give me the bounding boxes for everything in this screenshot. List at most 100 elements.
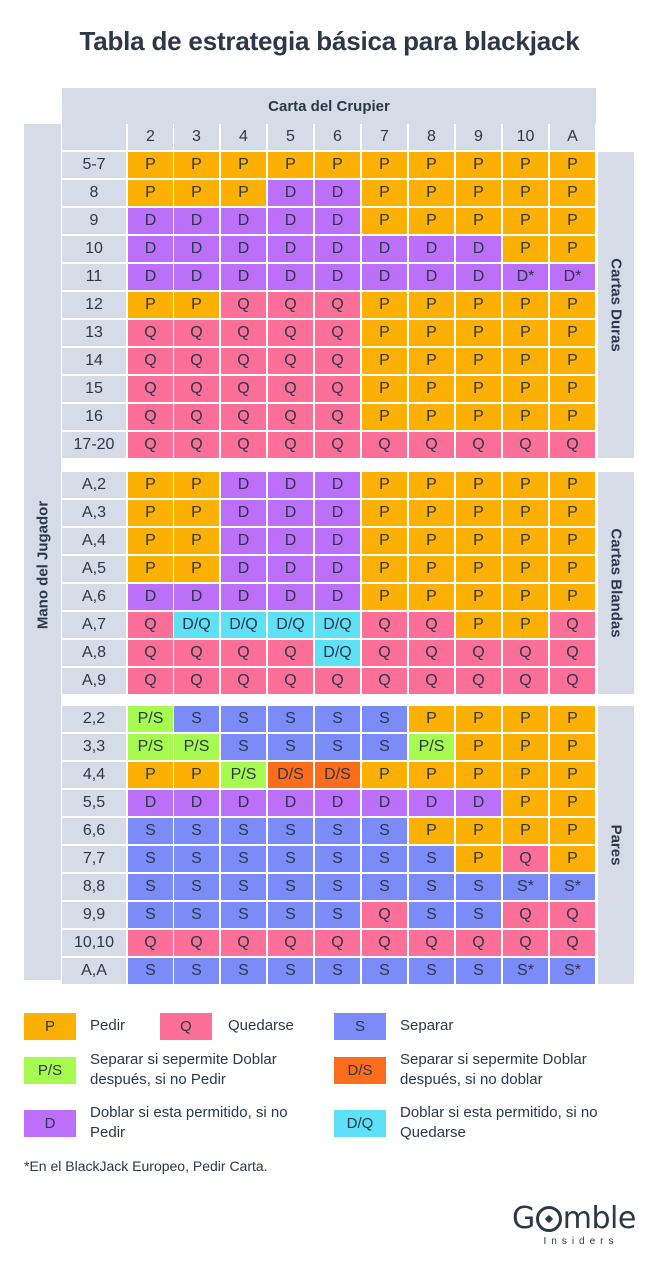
strategy-cell: P [409, 208, 454, 234]
legend-swatch: P [24, 1013, 76, 1040]
strategy-cell: P [409, 528, 454, 554]
player-label: Mano del Jugador [34, 500, 52, 630]
strategy-cell: P [362, 404, 407, 430]
dealer-label: Carta del Crupier [268, 98, 390, 115]
strategy-cell: S [268, 874, 313, 900]
strategy-cell: P [550, 376, 595, 402]
player-hand-label: A,9 [62, 668, 126, 694]
strategy-cell: Q [362, 902, 407, 928]
player-hand-label: 8 [62, 180, 126, 206]
strategy-cell: Q [409, 432, 454, 458]
strategy-cell: S [128, 818, 173, 844]
strategy-cell: P [550, 404, 595, 430]
player-hand-label: A,2 [62, 472, 126, 498]
strategy-cell: P [362, 376, 407, 402]
strategy-cell: P [128, 152, 173, 178]
strategy-cell: P [503, 348, 548, 374]
strategy-cell: Q [174, 668, 219, 694]
legend-label: Separar si sepermite Doblar después, si … [400, 1051, 587, 1088]
strategy-cell: P [362, 584, 407, 610]
strategy-cell: D/Q [174, 612, 219, 638]
strategy-cell: P [128, 292, 173, 318]
strategy-cell: P [503, 500, 548, 526]
strategy-cell: Q [503, 846, 548, 872]
player-hand-label: 5,5 [62, 790, 126, 816]
strategy-cell: S [221, 818, 266, 844]
strategy-cell: S [315, 874, 360, 900]
strategy-cell: P [550, 734, 595, 760]
strategy-cell: D [362, 264, 407, 290]
legend-swatch: P/S [24, 1057, 76, 1084]
strategy-cell: D [174, 208, 219, 234]
strategy-cell: Q [315, 376, 360, 402]
strategy-cell: S [456, 874, 501, 900]
strategy-cell: S [174, 818, 219, 844]
legend-swatch: D/Q [334, 1110, 386, 1137]
strategy-cell: S [128, 902, 173, 928]
strategy-cell: S [409, 846, 454, 872]
strategy-cell: P [128, 528, 173, 554]
strategy-cell: P [503, 236, 548, 262]
strategy-cell: P [174, 556, 219, 582]
strategy-cell: D [456, 236, 501, 262]
strategy-cell: S [128, 874, 173, 900]
strategy-cell: P [362, 180, 407, 206]
strategy-cell: D [221, 528, 266, 554]
strategy-cell: P [362, 556, 407, 582]
strategy-cell: S [128, 958, 173, 984]
legend-label: Separar si sepermite Doblar después, si … [90, 1051, 277, 1088]
legend-swatch: D/S [334, 1057, 386, 1084]
strategy-cell: P [456, 376, 501, 402]
strategy-cell: P [550, 472, 595, 498]
strategy-cell: P [550, 846, 595, 872]
strategy-cell: Q [503, 640, 548, 666]
strategy-cell: D [315, 500, 360, 526]
strategy-cell: Q [268, 376, 313, 402]
strategy-cell: P [503, 292, 548, 318]
strategy-cell: P [503, 376, 548, 402]
strategy-cell: Q [409, 668, 454, 694]
strategy-cell: P [362, 500, 407, 526]
strategy-cell: S [268, 734, 313, 760]
strategy-cell: S [268, 706, 313, 732]
dealer-card-header: 8 [409, 124, 454, 150]
strategy-cell: P [550, 818, 595, 844]
strategy-cell: Q [174, 404, 219, 430]
dealer-card-header: 3 [174, 124, 219, 150]
strategy-cell: Q [221, 404, 266, 430]
strategy-cell: S [221, 874, 266, 900]
strategy-cell: D [315, 180, 360, 206]
strategy-cell: Q [174, 348, 219, 374]
strategy-cell: D* [503, 264, 548, 290]
strategy-cell: P [174, 472, 219, 498]
strategy-cell: P [503, 818, 548, 844]
strategy-cell: Q [409, 930, 454, 956]
strategy-cell: D [362, 790, 407, 816]
strategy-cell: P [362, 152, 407, 178]
strategy-cell: S [456, 902, 501, 928]
strategy-cell: P [456, 706, 501, 732]
player-hand-label: 8,8 [62, 874, 126, 900]
strategy-cell: P [550, 556, 595, 582]
strategy-cell: P [128, 762, 173, 788]
strategy-cell: P [550, 528, 595, 554]
strategy-cell: Q [128, 404, 173, 430]
strategy-cell: P [128, 556, 173, 582]
player-hand-label: A,8 [62, 640, 126, 666]
strategy-cell: D [268, 180, 313, 206]
strategy-cell: S [268, 846, 313, 872]
strategy-cell: P [456, 348, 501, 374]
strategy-cell: P [456, 818, 501, 844]
strategy-cell: P [174, 292, 219, 318]
player-hand-label: 13 [62, 320, 126, 346]
strategy-cell: P [550, 762, 595, 788]
strategy-cell: D [128, 790, 173, 816]
player-hand-label: 10,10 [62, 930, 126, 956]
strategy-cell: P [221, 180, 266, 206]
strategy-cell: P [409, 180, 454, 206]
strategy-cell: D [221, 500, 266, 526]
strategy-cell: D [174, 264, 219, 290]
strategy-cell: Q [128, 376, 173, 402]
strategy-cell: P/S [409, 734, 454, 760]
